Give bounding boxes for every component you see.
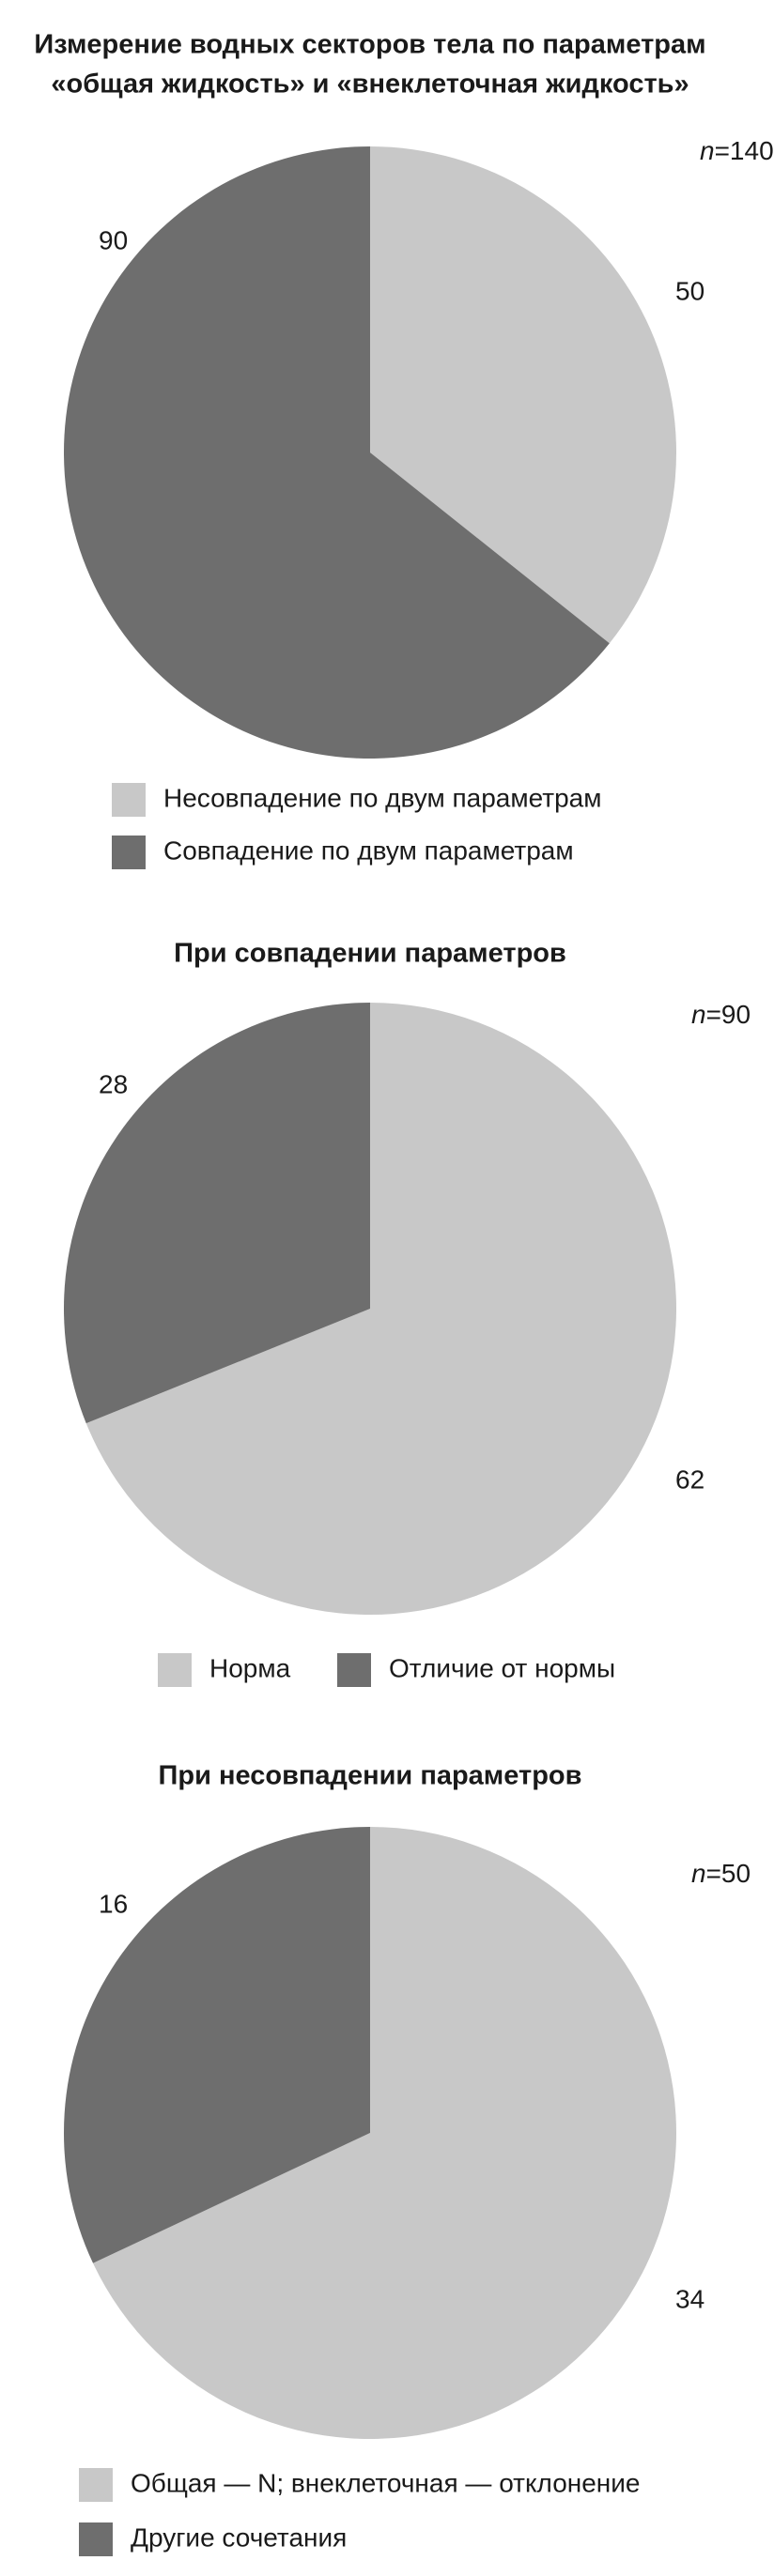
legend-label: Совпадение по двум параметрам: [163, 836, 574, 865]
chart-title: Измерение водных секторов тела по параме…: [34, 30, 705, 60]
pie-slice: [64, 146, 610, 759]
pie-slice: [64, 1827, 370, 2263]
pie-slice: [370, 146, 677, 644]
pie-slice: [93, 1827, 677, 2439]
legend-swatch: [112, 836, 146, 869]
sample-size: n=50: [691, 1859, 751, 1888]
chart-title: «общая жидкость» и «внеклеточная жидкост…: [51, 69, 689, 100]
value-label: 28: [99, 1069, 128, 1098]
chart-title: При совпадении параметров: [174, 939, 566, 969]
value-label: 62: [675, 1464, 704, 1494]
legend-swatch: [337, 1653, 371, 1687]
value-label: 34: [675, 2284, 704, 2313]
legend-label: Другие сочетания: [131, 2522, 347, 2552]
legend-swatch: [79, 2468, 113, 2502]
legend-label: Несовпадение по двум параметрам: [163, 783, 601, 812]
sample-size: n=140: [700, 136, 774, 165]
legend-label: Отличие от нормы: [389, 1653, 615, 1682]
value-label: 90: [99, 225, 128, 254]
pie-slice: [85, 1003, 677, 1615]
sample-size: n=90: [691, 1000, 751, 1029]
legend-swatch: [112, 783, 146, 817]
legend-swatch: [158, 1653, 192, 1687]
value-label: 50: [675, 276, 704, 305]
legend-label: Общая — N; внеклеточная — отклонение: [131, 2468, 640, 2497]
legend-label: Норма: [209, 1653, 291, 1682]
legend-swatch: [79, 2522, 113, 2556]
value-label: 16: [99, 1889, 128, 1918]
pie-slice: [64, 1003, 371, 1424]
chart-title: При несовпадении параметров: [159, 1761, 582, 1791]
